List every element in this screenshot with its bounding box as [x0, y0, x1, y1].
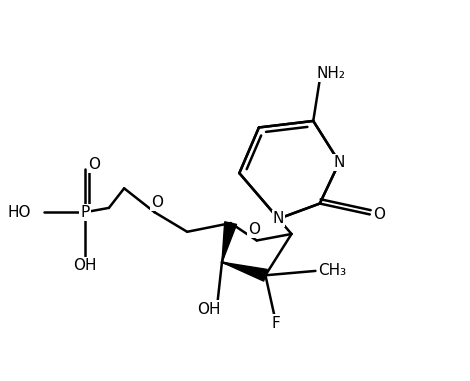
Text: OH: OH	[73, 258, 97, 273]
Text: O: O	[373, 207, 385, 222]
Polygon shape	[222, 222, 236, 262]
Text: OH: OH	[197, 302, 221, 317]
Text: O: O	[249, 222, 260, 237]
Text: F: F	[272, 315, 281, 331]
Text: N: N	[273, 211, 284, 226]
Text: CH₃: CH₃	[318, 263, 346, 279]
Text: HO: HO	[7, 205, 31, 220]
Polygon shape	[222, 262, 267, 281]
Text: N: N	[334, 155, 345, 170]
Text: NH₂: NH₂	[316, 66, 345, 81]
Text: O: O	[88, 157, 101, 172]
Text: P: P	[80, 205, 90, 220]
Text: O: O	[151, 195, 163, 210]
